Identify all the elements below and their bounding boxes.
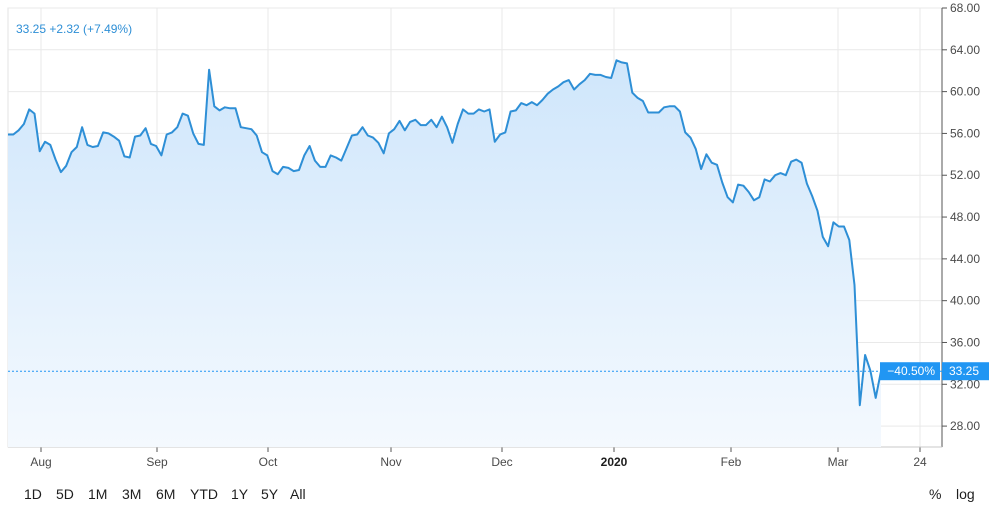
range-button-1m[interactable]: 1M — [88, 486, 108, 502]
x-tick-label: Sep — [146, 455, 168, 469]
y-tick-label: 60.00 — [950, 85, 980, 99]
percent-change-badge — [880, 362, 940, 381]
log-scale-button[interactable]: log — [956, 486, 975, 502]
x-tick-label: Oct — [259, 455, 278, 469]
range-button-ytd[interactable]: YTD — [190, 486, 218, 502]
range-button-6m[interactable]: 6M — [156, 486, 176, 502]
range-button-5y[interactable]: 5Y — [261, 486, 279, 502]
x-tick-label: 24 — [913, 455, 927, 469]
x-tick-label: Nov — [380, 455, 401, 469]
y-tick-label: 40.00 — [950, 294, 980, 308]
y-tick-label: 56.00 — [950, 126, 980, 140]
y-tick-label: 36.00 — [950, 335, 980, 349]
range-button-all[interactable]: All — [290, 486, 306, 502]
y-tick-label: 64.00 — [950, 43, 980, 57]
x-tick-label: Feb — [721, 455, 742, 469]
price-area — [8, 60, 881, 448]
range-button-5d[interactable]: 5D — [56, 486, 74, 502]
range-button-1d[interactable]: 1D — [24, 486, 42, 502]
y-tick-label: 68.00 — [950, 1, 980, 15]
x-tick-label: 2020 — [601, 455, 628, 469]
range-button-3m[interactable]: 3M — [122, 486, 142, 502]
percent-change-label: −40.50% — [887, 364, 935, 378]
percent-scale-button[interactable]: % — [929, 486, 942, 502]
range-toolbar: 1D 5D 1M 3M 6M YTD 1Y 5Y All% log — [0, 474, 1001, 514]
current-price-label: 33.25 — [949, 364, 979, 378]
y-tick-label: 44.00 — [950, 252, 980, 266]
price-readout: 33.25 +2.32 (+7.49%) — [16, 22, 133, 36]
range-button-1y[interactable]: 1Y — [231, 486, 249, 502]
y-tick-label: 32.00 — [950, 377, 980, 391]
y-tick-label: 52.00 — [950, 168, 980, 182]
current-price-badge — [942, 362, 989, 381]
x-tick-label: Aug — [30, 455, 51, 469]
y-tick-label: 28.00 — [950, 419, 980, 433]
price-line — [8, 59, 882, 407]
x-tick-label: Mar — [828, 455, 849, 469]
y-tick-label: 48.00 — [950, 210, 980, 224]
x-tick-label: Dec — [491, 455, 512, 469]
